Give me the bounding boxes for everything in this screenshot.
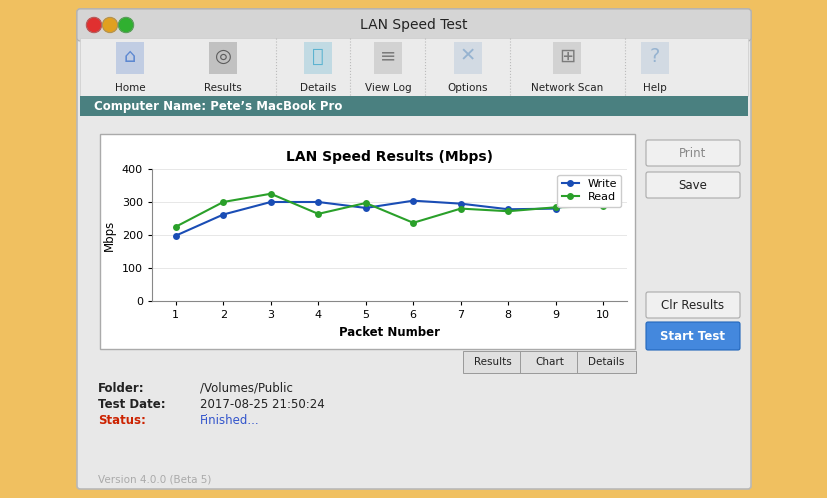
Read [361, 200, 370, 206]
Bar [640, 42, 668, 74]
FancyBboxPatch shape [77, 9, 750, 41]
FancyBboxPatch shape [645, 322, 739, 350]
Legend: Write, Read: Write, Read [557, 175, 621, 207]
Read [313, 211, 323, 217]
Write [361, 205, 370, 211]
Write [503, 206, 513, 212]
Read [170, 224, 180, 230]
Text: ?: ? [649, 46, 659, 66]
Write [218, 212, 228, 218]
FancyBboxPatch shape [645, 172, 739, 198]
Text: ⊞: ⊞ [558, 46, 575, 66]
Write [313, 199, 323, 205]
Text: Details: Details [588, 357, 624, 367]
Bar [100, 134, 634, 349]
FancyBboxPatch shape [576, 351, 635, 373]
Text: Computer Name: Pete’s MacBook Pro: Computer Name: Pete’s MacBook Pro [94, 100, 342, 113]
Write [265, 199, 275, 205]
Text: Folder:: Folder: [98, 381, 145, 394]
Read [265, 191, 275, 197]
Text: Details: Details [299, 83, 336, 93]
Y-axis label: Mbps: Mbps [103, 220, 116, 250]
Bar [80, 38, 747, 96]
Read [218, 199, 228, 205]
Line: Read: Read [172, 190, 606, 230]
Circle shape [86, 17, 102, 32]
Bar [208, 42, 237, 74]
Text: Clr Results: Clr Results [661, 298, 724, 312]
FancyBboxPatch shape [77, 9, 750, 489]
Write [170, 233, 180, 239]
Bar [80, 96, 747, 116]
Write [550, 206, 560, 212]
Circle shape [103, 17, 117, 32]
Text: Results: Results [473, 357, 511, 367]
Text: Options: Options [447, 83, 488, 93]
Read [598, 203, 608, 209]
Read [408, 220, 418, 226]
Text: ⓘ: ⓘ [312, 46, 323, 66]
Text: Test Date:: Test Date: [98, 397, 165, 410]
FancyBboxPatch shape [519, 351, 578, 373]
Text: LAN Speed Test: LAN Speed Test [360, 18, 467, 32]
Text: Network Scan: Network Scan [530, 83, 602, 93]
Text: Help: Help [643, 83, 666, 93]
Bar [304, 42, 332, 74]
Text: Results: Results [204, 83, 241, 93]
X-axis label: Packet Number: Packet Number [338, 326, 439, 339]
Text: ≡: ≡ [380, 46, 395, 66]
Bar [374, 42, 402, 74]
Bar [453, 42, 481, 74]
Text: ◎: ◎ [214, 46, 232, 66]
Text: ⌂: ⌂ [124, 46, 136, 66]
FancyBboxPatch shape [462, 351, 521, 373]
Title: LAN Speed Results (Mbps): LAN Speed Results (Mbps) [285, 150, 492, 164]
Text: Version 4.0.0 (Beta 5): Version 4.0.0 (Beta 5) [98, 474, 211, 484]
Text: Finished...: Finished... [200, 413, 260, 426]
Bar [116, 42, 144, 74]
FancyBboxPatch shape [645, 292, 739, 318]
Write [408, 198, 418, 204]
Text: Save: Save [678, 178, 706, 192]
Text: View Log: View Log [364, 83, 411, 93]
Line: Write: Write [172, 193, 606, 239]
Write [598, 193, 608, 199]
Circle shape [118, 17, 133, 32]
Text: Start Test: Start Test [660, 330, 724, 343]
Text: ✕: ✕ [459, 46, 476, 66]
Text: Chart: Chart [534, 357, 563, 367]
Text: Print: Print [678, 146, 705, 159]
Text: 2017-08-25 21:50:24: 2017-08-25 21:50:24 [200, 397, 324, 410]
Read [503, 208, 513, 214]
Read [550, 204, 560, 210]
Bar [552, 42, 581, 74]
Write [455, 201, 465, 207]
Text: /Volumes/Public: /Volumes/Public [200, 381, 293, 394]
Text: Home: Home [115, 83, 145, 93]
FancyBboxPatch shape [645, 140, 739, 166]
Read [455, 206, 465, 212]
Text: Status:: Status: [98, 413, 146, 426]
